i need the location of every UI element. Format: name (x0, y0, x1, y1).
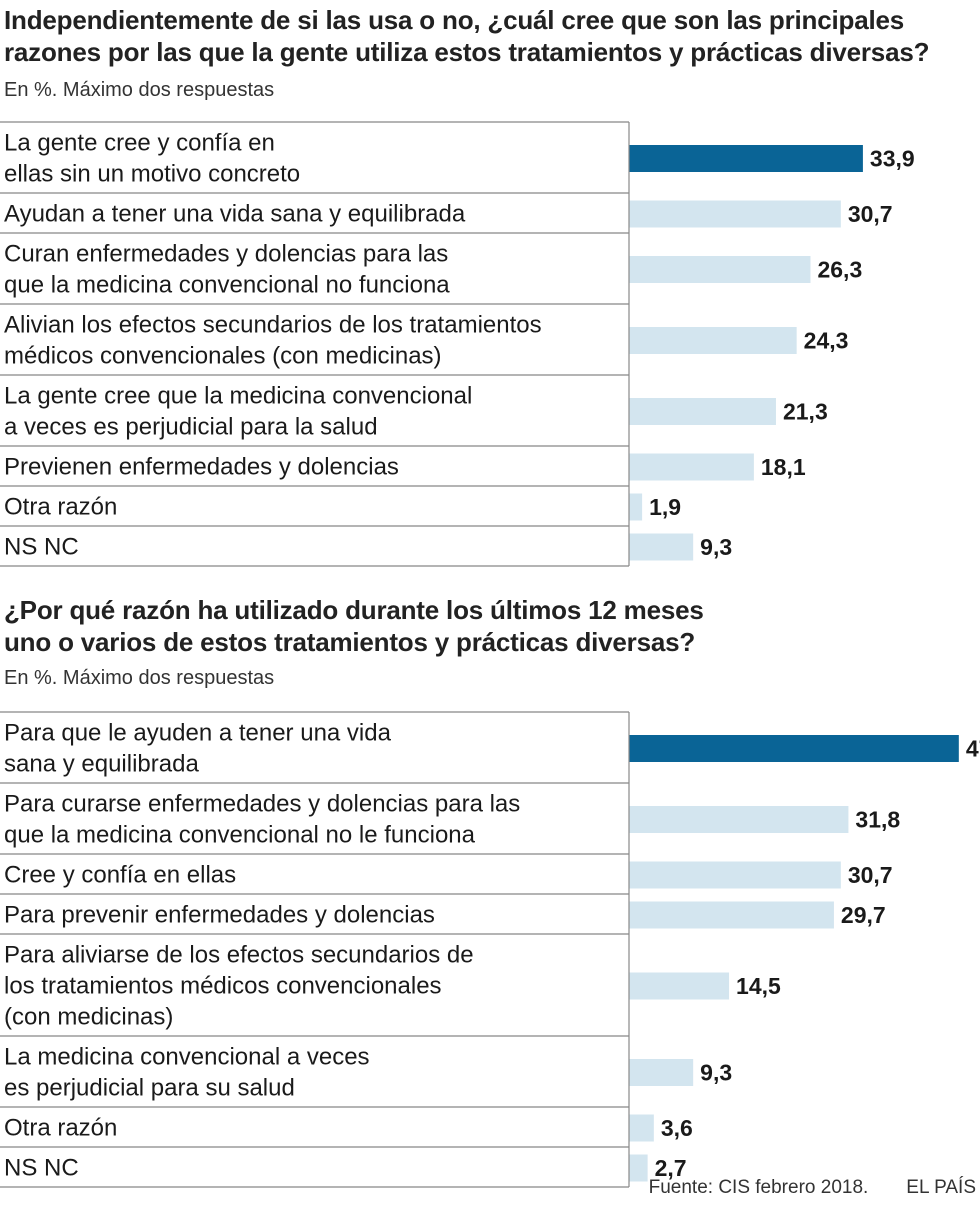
value-label: 30,7 (848, 201, 893, 227)
bar (629, 200, 841, 228)
footer: Fuente: CIS febrero 2018. EL PAÍS (649, 1177, 976, 1199)
category-label: Alivian los efectos secundarios de los t… (4, 312, 542, 339)
source-note: Fuente: CIS febrero 2018. (648, 1177, 869, 1198)
bar (629, 533, 694, 561)
bar (629, 972, 730, 1000)
category-label: La gente cree y confía en (4, 130, 275, 157)
category-label: La gente cree que la medicina convencion… (4, 383, 472, 410)
bar (629, 493, 643, 521)
bar (629, 398, 776, 425)
value-label: 29,7 (841, 902, 886, 928)
category-label: Ayudan a tener una vida sana y equilibra… (4, 201, 466, 228)
category-label: Para curarse enfermedades y dolencias pa… (4, 791, 520, 818)
bar (629, 1154, 648, 1182)
bar (629, 1059, 694, 1086)
value-label: 3,6 (661, 1115, 693, 1141)
bar (629, 735, 959, 762)
bar (629, 327, 797, 354)
value-label: 31,8 (855, 807, 900, 833)
category-label: sana y equilibrada (4, 751, 199, 778)
value-label: 24,3 (804, 328, 849, 354)
bar (629, 861, 841, 889)
chart-2-plot: Para que le ayuden a tener una vida sana … (0, 711, 980, 1188)
chart-1-subtitle: En %. Máximo dos respuestas (4, 79, 275, 101)
chart-2-title: ¿Por qué razón ha utilizado durante los … (4, 595, 704, 657)
category-label: Otra razón (4, 494, 117, 521)
chart-2-subtitle: En %. Máximo dos respuestas (4, 667, 275, 689)
bar (629, 1114, 654, 1142)
category-label: médicos convencionales (con medicinas) (4, 343, 442, 370)
category-label: Para que le ayuden a tener una vida (4, 720, 392, 747)
category-label: La medicina convencional a veces (4, 1044, 370, 1071)
value-label: 1,9 (649, 494, 681, 520)
category-label: (con medicinas) (4, 1004, 173, 1031)
category-label: Para prevenir enfermedades y dolencias (4, 902, 435, 929)
value-label: 14,5 (736, 973, 781, 999)
chart-1-title: Independientemente de si las usa o no, ¿… (4, 5, 930, 67)
category-label: NS NC (4, 1155, 79, 1182)
category-label: que la medicina convencional no funciona (4, 272, 450, 299)
category-label: Previenen enfermedades y dolencias (4, 454, 399, 481)
category-label: Otra razón (4, 1115, 117, 1142)
category-label: Cree y confía en ellas (4, 862, 236, 889)
category-label: es perjudicial para su salud (4, 1075, 295, 1102)
chart-2: ¿Por qué razón ha utilizado durante los … (0, 590, 980, 1188)
category-label: a veces es perjudicial para la salud (4, 414, 378, 441)
value-label: 21,3 (783, 399, 828, 425)
category-label: que la medicina convencional no le funci… (4, 822, 476, 849)
value-label: 26,3 (817, 257, 862, 283)
chart-1: Independientemente de si las usa o no, ¿… (0, 0, 980, 575)
category-label: NS NC (4, 534, 79, 561)
bar (629, 256, 811, 283)
value-label: 9,3 (700, 1060, 732, 1086)
bar (629, 806, 849, 833)
publisher-brand: EL PAÍS (906, 1177, 976, 1198)
value-label: 47,8 (966, 736, 980, 762)
value-label: 9,3 (700, 534, 732, 560)
bar (629, 145, 863, 172)
category-label: ellas sin un motivo concreto (4, 161, 300, 188)
bar (629, 453, 754, 481)
value-label: 2,7 (655, 1155, 687, 1181)
bar (629, 901, 834, 929)
category-label: Para aliviarse de los efectos secundario… (4, 942, 474, 969)
value-label: 18,1 (761, 454, 806, 480)
value-label: 30,7 (848, 862, 893, 888)
value-label: 33,9 (870, 146, 915, 172)
category-label: Curan enfermedades y dolencias para las (4, 241, 448, 268)
category-label: los tratamientos médicos convencionales (4, 973, 442, 1000)
chart-1-plot: La gente cree y confía en ellas sin un mo… (0, 121, 915, 567)
